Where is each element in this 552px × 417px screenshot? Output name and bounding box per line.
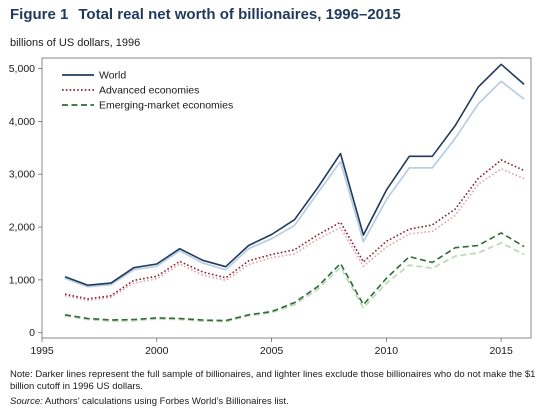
source-text: Authors’ calculations using Forbes World…: [44, 396, 289, 407]
series-line-em: [64, 232, 525, 322]
y-tick-label: 2,000: [9, 222, 35, 234]
series-line-world: [64, 63, 525, 287]
x-tick-label: 2015: [489, 345, 513, 357]
x-tick-label: 2000: [145, 345, 169, 357]
series-line-adv_light: [64, 168, 525, 302]
y-tick-label: 5,000: [9, 63, 35, 75]
y-tick-label: 1,000: [9, 274, 35, 286]
x-tick-label: 2005: [260, 345, 284, 357]
figure-source: Source: Authors’ calculations using Forb…: [10, 396, 289, 407]
figure-note: Note: Darker lines represent the full sa…: [10, 369, 536, 392]
series-line-world_light: [64, 80, 525, 288]
y-tick-label: 3,000: [9, 169, 35, 181]
x-tick-label: 1995: [30, 345, 54, 357]
figure-title: Figure 1 Total real net worth of billiona…: [10, 6, 401, 23]
source-label: Source:: [10, 396, 43, 407]
figure-title-text: Total real net worth of billionaires, 19…: [78, 6, 401, 23]
legend-label: Advanced economies: [99, 85, 199, 97]
y-tick-label: 4,000: [9, 116, 35, 128]
plot-frame: [41, 57, 532, 339]
series-line-em_light: [64, 242, 525, 323]
legend-label: World: [99, 70, 126, 82]
figure-number: Figure 1: [10, 6, 69, 23]
x-tick-label: 2010: [375, 345, 399, 357]
legend-label: Emerging-market economies: [99, 100, 233, 112]
y-units-label: billions of US dollars, 1996: [10, 37, 141, 49]
series-line-adv: [64, 159, 525, 300]
y-tick-label: 0: [29, 327, 35, 339]
